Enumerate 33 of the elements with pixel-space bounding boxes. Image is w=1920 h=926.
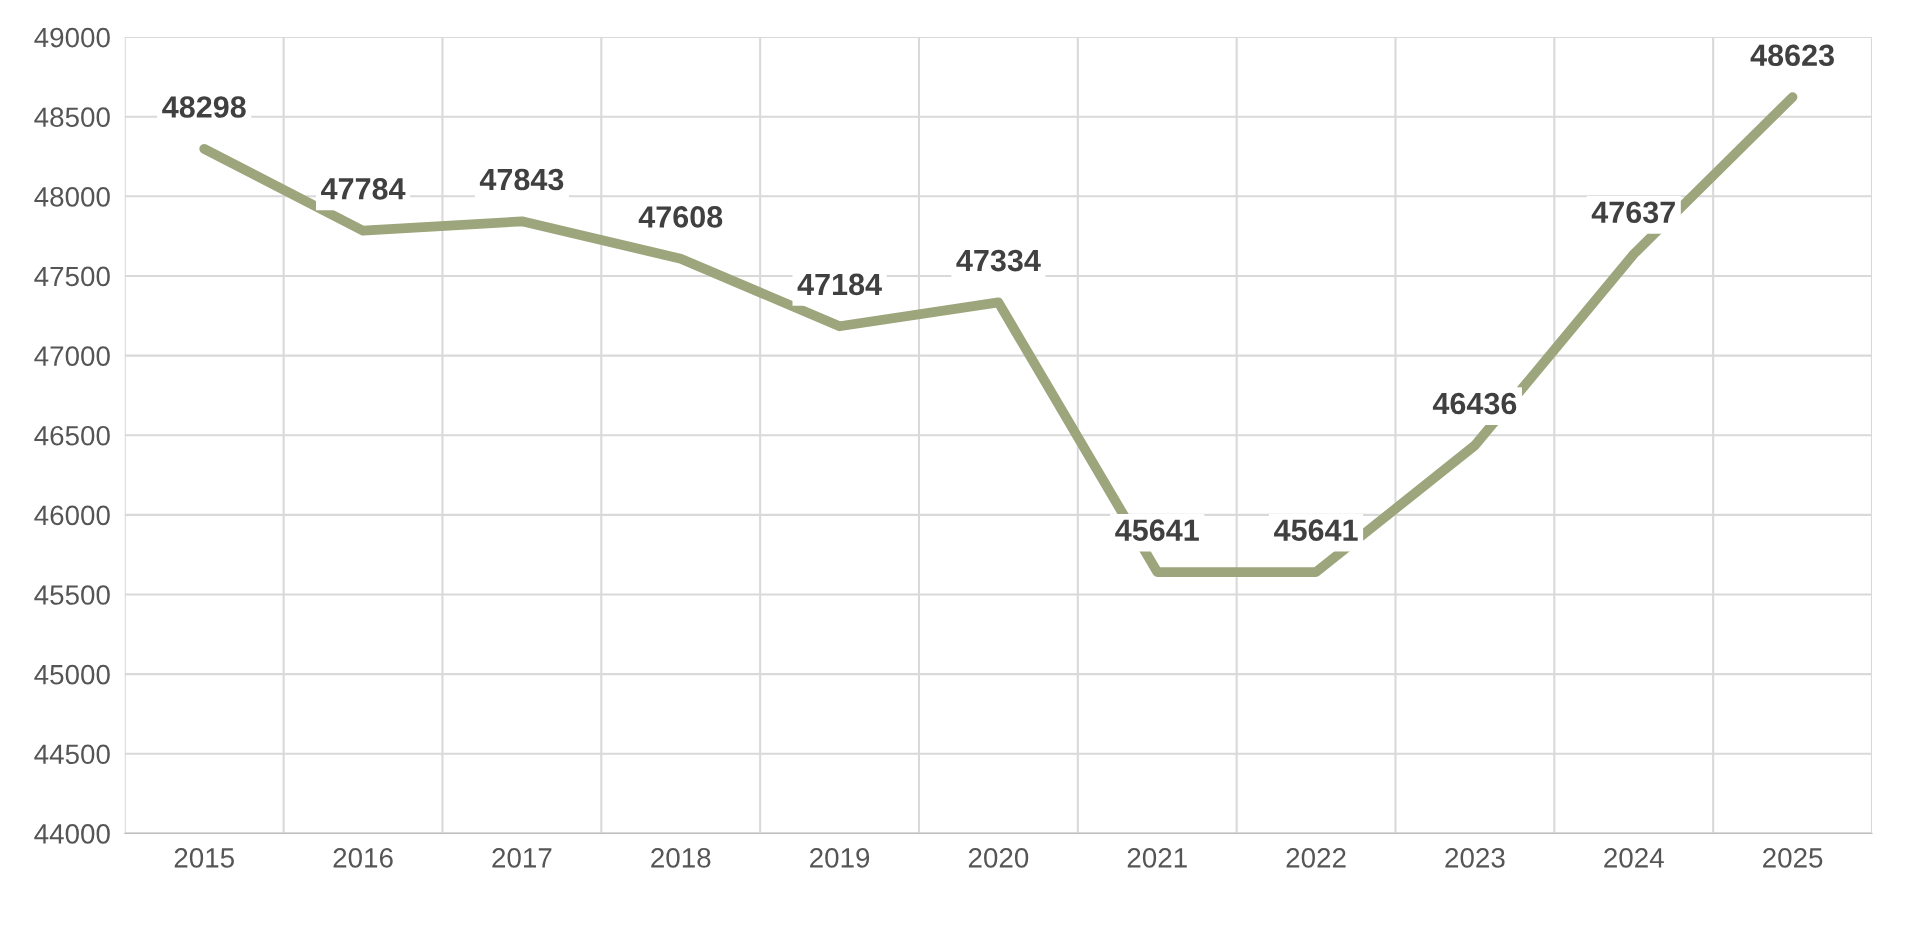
y-tick-label: 45000 bbox=[34, 664, 110, 685]
data-label: 47608 bbox=[638, 206, 723, 228]
y-tick-label: 44500 bbox=[34, 744, 110, 765]
data-label: 47334 bbox=[956, 249, 1041, 272]
y-tick-label: 46500 bbox=[34, 425, 110, 446]
y-tick-label: 48500 bbox=[34, 107, 110, 128]
y-tick-label: 47000 bbox=[34, 346, 110, 366]
data-label: 48623 bbox=[1750, 44, 1834, 67]
y-tick-label: 44000 bbox=[34, 824, 110, 844]
x-tick-label: 2025 bbox=[1763, 848, 1823, 868]
data-label: 47843 bbox=[479, 168, 564, 191]
x-tick-label: 2017 bbox=[492, 848, 552, 868]
y-tick-label: 45500 bbox=[34, 585, 110, 605]
x-tick-label: 2023 bbox=[1445, 848, 1505, 868]
x-tick-label: 2016 bbox=[333, 848, 393, 868]
data-label: 46436 bbox=[1432, 392, 1517, 415]
data-label: 48298 bbox=[162, 96, 246, 118]
data-label: 47784 bbox=[321, 178, 406, 200]
y-tick-label: 48000 bbox=[34, 186, 110, 207]
y-tick-label: 46000 bbox=[34, 505, 110, 526]
x-tick-label: 2024 bbox=[1604, 848, 1664, 868]
data-label: 45641 bbox=[1115, 519, 1199, 541]
x-tick-label: 2020 bbox=[968, 848, 1029, 868]
x-tick-label: 2015 bbox=[174, 848, 234, 868]
y-tick-label: 47500 bbox=[34, 266, 110, 287]
x-tick-label: 2022 bbox=[1286, 848, 1346, 868]
x-tick-label: 2018 bbox=[651, 848, 711, 868]
x-tick-label: 2019 bbox=[810, 848, 870, 868]
data-label: 45641 bbox=[1274, 519, 1358, 541]
y-tick-label: 49000 bbox=[34, 27, 110, 48]
data-label: 47637 bbox=[1591, 201, 1675, 224]
x-tick-label: 2021 bbox=[1127, 848, 1187, 868]
data-label: 47184 bbox=[797, 273, 882, 296]
